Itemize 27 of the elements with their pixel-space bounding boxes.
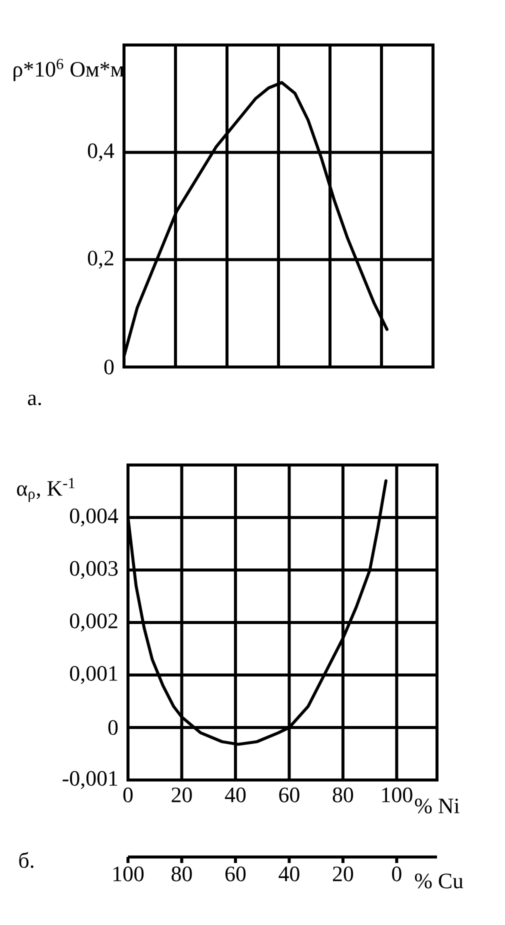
x2-tick-label: 0 — [392, 866, 402, 882]
x-tick-label: 60 — [279, 788, 300, 802]
x-tick-label: 80 — [332, 788, 354, 802]
x-tick-label: 40 — [224, 788, 246, 802]
text: а. — [28, 394, 41, 406]
y-tick-label: 0,002 — [70, 614, 118, 632]
y-tick-label: 0,2 — [88, 250, 114, 269]
y-tick-label: 0,4 — [88, 143, 114, 162]
x2-tick-label: 40 — [278, 866, 300, 882]
x-axis-title: % Ni — [414, 798, 460, 814]
y-tick-label: -0,001 — [62, 771, 118, 789]
y-tick-label: 0,003 — [70, 561, 118, 579]
y-tick-label: 0,004 — [70, 508, 118, 526]
y-tick-label: 0 — [104, 360, 114, 374]
x2-tick-label: 100 — [113, 866, 144, 882]
y-tick-label: 0 — [108, 720, 118, 735]
x2-tick-label: 60 — [225, 866, 246, 882]
y-tick-label: 0,001 — [70, 666, 118, 684]
x-tick-label: 100 — [382, 788, 412, 802]
x-tick-label: 0 — [123, 788, 133, 802]
y-axis-title: ρ*10$^{6}$ Ом*м — [14, 58, 124, 82]
x2-tick-label: 80 — [172, 866, 192, 882]
x2-tick-label: 20 — [332, 866, 354, 882]
y-axis-title: α$_{ρ}$, K$^{-1}$ — [17, 478, 74, 502]
x2-axis-title: % Cu — [414, 874, 464, 888]
x-tick-label: 20 — [172, 788, 192, 802]
text: б. — [19, 852, 34, 868]
